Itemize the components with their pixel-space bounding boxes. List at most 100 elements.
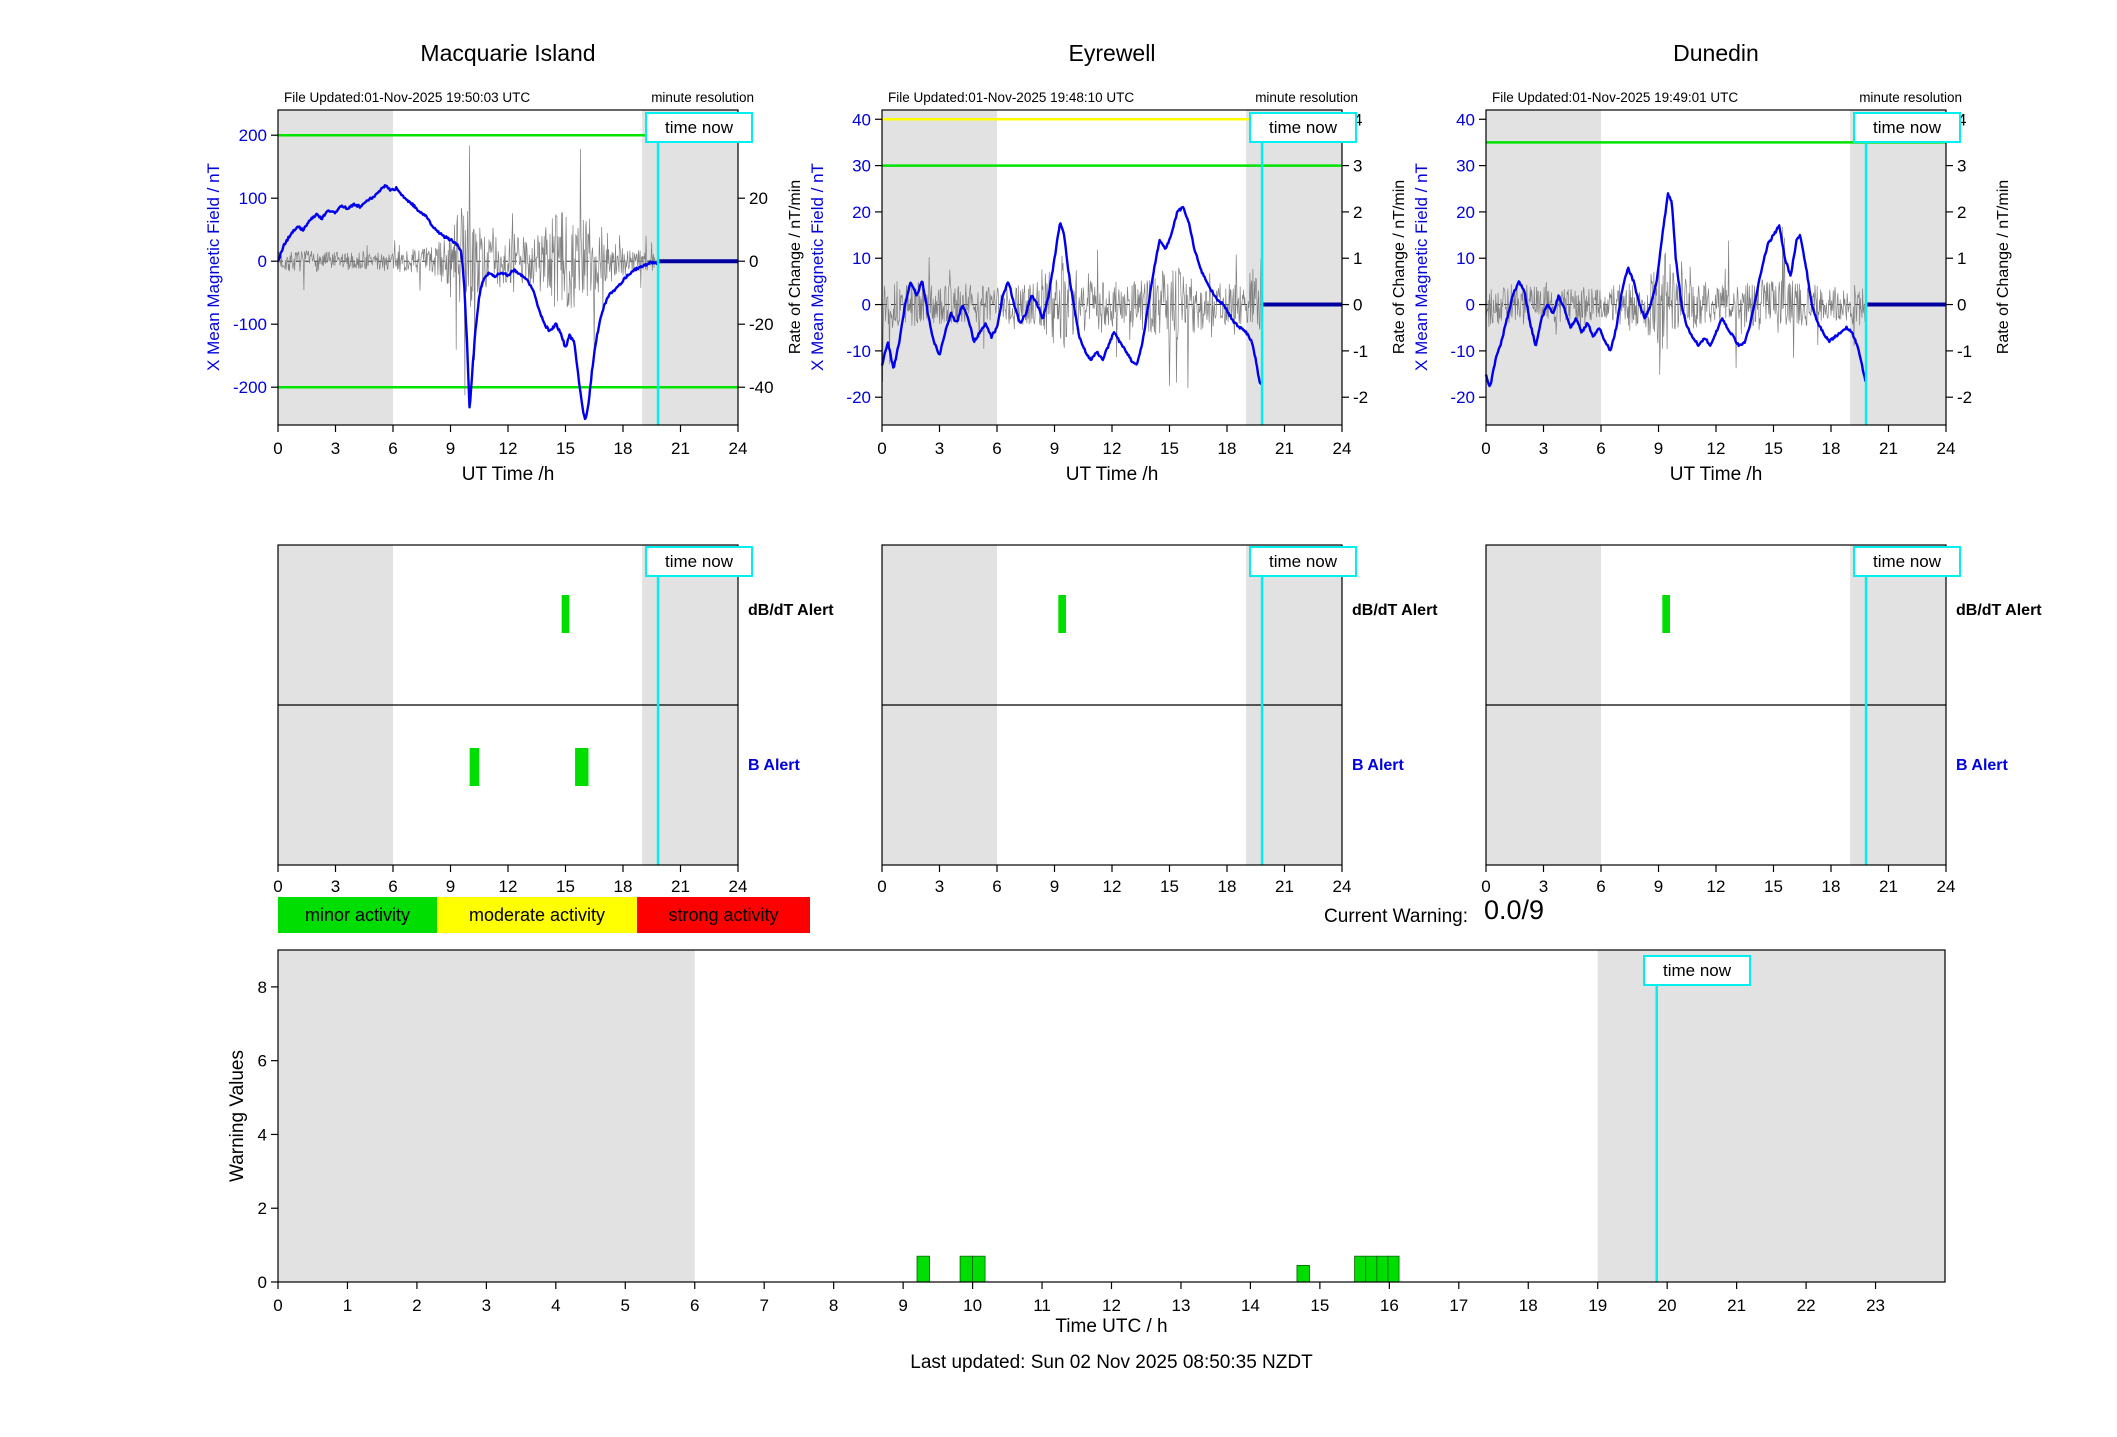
svg-text:9: 9 xyxy=(1050,877,1059,896)
x-axis-label: UT Time /h xyxy=(461,464,555,485)
svg-text:18: 18 xyxy=(1822,877,1841,896)
svg-text:200: 200 xyxy=(239,126,267,145)
b-alert-label: B Alert xyxy=(1956,757,2008,774)
svg-text:24: 24 xyxy=(1333,439,1352,458)
warning-values-axis-label: Warning Values xyxy=(227,1050,248,1183)
svg-text:0: 0 xyxy=(258,1273,267,1292)
warning-chart-x-axis-label: Time UTC / h xyxy=(1055,1316,1168,1337)
svg-text:2: 2 xyxy=(1353,203,1362,222)
time-now-box: time now xyxy=(1853,546,1961,577)
svg-text:6: 6 xyxy=(1596,439,1605,458)
svg-text:0: 0 xyxy=(273,1296,282,1315)
svg-text:1: 1 xyxy=(1957,249,1966,268)
svg-text:18: 18 xyxy=(1822,439,1841,458)
legend-strong-activity: strong activity xyxy=(637,897,810,933)
svg-text:15: 15 xyxy=(1764,439,1783,458)
svg-text:21: 21 xyxy=(1879,439,1898,458)
svg-text:0: 0 xyxy=(1466,296,1475,315)
svg-text:4: 4 xyxy=(1957,110,1966,129)
dbdt-alert-label: dB/dT Alert xyxy=(748,602,834,619)
svg-text:15: 15 xyxy=(1764,877,1783,896)
svg-text:0: 0 xyxy=(877,877,886,896)
svg-text:18: 18 xyxy=(1519,1296,1538,1315)
svg-text:11: 11 xyxy=(1033,1296,1051,1315)
svg-text:6: 6 xyxy=(690,1296,699,1315)
svg-text:2: 2 xyxy=(412,1296,421,1315)
legend-minor-activity: minor activity xyxy=(278,897,437,933)
svg-text:-100: -100 xyxy=(233,315,267,334)
b-alert-label: B Alert xyxy=(1352,757,1404,774)
svg-text:6: 6 xyxy=(258,1052,267,1071)
y-axis-label-left: X Mean Magnetic Field / nT xyxy=(204,163,223,371)
svg-text:3: 3 xyxy=(331,877,340,896)
svg-text:9: 9 xyxy=(1654,439,1663,458)
svg-text:18: 18 xyxy=(614,439,633,458)
svg-text:1: 1 xyxy=(1353,249,1362,268)
svg-text:15: 15 xyxy=(556,439,575,458)
svg-text:2: 2 xyxy=(1957,203,1966,222)
svg-text:8: 8 xyxy=(258,978,267,997)
svg-text:6: 6 xyxy=(992,877,1001,896)
svg-text:-20: -20 xyxy=(846,388,871,407)
legend-moderate-activity: moderate activity xyxy=(437,897,637,933)
svg-text:12: 12 xyxy=(1102,1296,1121,1315)
svg-text:100: 100 xyxy=(239,189,267,208)
svg-text:8: 8 xyxy=(829,1296,838,1315)
svg-text:21: 21 xyxy=(1879,877,1898,896)
svg-text:20: 20 xyxy=(1658,1296,1677,1315)
svg-text:20: 20 xyxy=(1456,203,1475,222)
svg-text:-200: -200 xyxy=(233,378,267,397)
svg-text:6: 6 xyxy=(992,439,1001,458)
svg-text:21: 21 xyxy=(1275,877,1294,896)
station-title-eyrewell: Eyrewell xyxy=(1068,40,1156,66)
station-title-macquarie: Macquarie Island xyxy=(420,40,596,66)
file-updated-text: File Updated:01-Nov-2025 19:50:03 UTC xyxy=(284,90,531,105)
svg-text:-2: -2 xyxy=(1353,388,1368,407)
svg-text:6: 6 xyxy=(388,439,397,458)
dbdt-alert-label: dB/dT Alert xyxy=(1352,602,1438,619)
svg-text:40: 40 xyxy=(852,110,871,129)
file-updated-text: File Updated:01-Nov-2025 19:48:10 UTC xyxy=(888,90,1135,105)
svg-text:6: 6 xyxy=(1596,877,1605,896)
svg-text:3: 3 xyxy=(1353,157,1362,176)
svg-text:3: 3 xyxy=(935,877,944,896)
time-now-box: time now xyxy=(1249,112,1357,143)
current-warning-value: 0.0/9 xyxy=(1484,895,1545,925)
svg-text:12: 12 xyxy=(1103,439,1122,458)
svg-text:0: 0 xyxy=(273,439,282,458)
y-axis-label-right: Rate of Change / nT/min xyxy=(787,179,804,355)
svg-text:24: 24 xyxy=(1333,877,1352,896)
svg-text:21: 21 xyxy=(1275,439,1294,458)
svg-text:12: 12 xyxy=(1707,439,1726,458)
svg-text:9: 9 xyxy=(1050,439,1059,458)
time-now-box: time now xyxy=(1249,546,1357,577)
svg-text:18: 18 xyxy=(1218,439,1237,458)
svg-text:10: 10 xyxy=(1456,249,1475,268)
svg-text:3: 3 xyxy=(1539,877,1548,896)
svg-text:24: 24 xyxy=(1937,877,1956,896)
svg-text:3: 3 xyxy=(935,439,944,458)
svg-text:-10: -10 xyxy=(1450,342,1475,361)
dbdt-alert-label: dB/dT Alert xyxy=(1956,602,2042,619)
svg-text:12: 12 xyxy=(499,439,518,458)
svg-text:20: 20 xyxy=(852,203,871,222)
y-axis-label-right: Rate of Change / nT/min xyxy=(1391,179,1408,355)
svg-text:3: 3 xyxy=(1539,439,1548,458)
svg-text:30: 30 xyxy=(852,157,871,176)
svg-text:12: 12 xyxy=(499,877,518,896)
svg-text:22: 22 xyxy=(1797,1296,1816,1315)
svg-text:10: 10 xyxy=(852,249,871,268)
svg-text:9: 9 xyxy=(446,877,455,896)
svg-text:19: 19 xyxy=(1588,1296,1607,1315)
svg-text:6: 6 xyxy=(388,877,397,896)
svg-text:15: 15 xyxy=(1160,877,1179,896)
y-axis-label-left: X Mean Magnetic Field / nT xyxy=(1412,163,1431,371)
svg-text:15: 15 xyxy=(1310,1296,1329,1315)
minute-resolution-label: minute resolution xyxy=(1859,90,1962,105)
current-warning-label: Current Warning: xyxy=(1324,906,1468,927)
x-axis-label: UT Time /h xyxy=(1065,464,1159,485)
svg-text:21: 21 xyxy=(671,439,690,458)
svg-text:-10: -10 xyxy=(846,342,871,361)
svg-text:-20: -20 xyxy=(1450,388,1475,407)
svg-text:21: 21 xyxy=(1727,1296,1746,1315)
